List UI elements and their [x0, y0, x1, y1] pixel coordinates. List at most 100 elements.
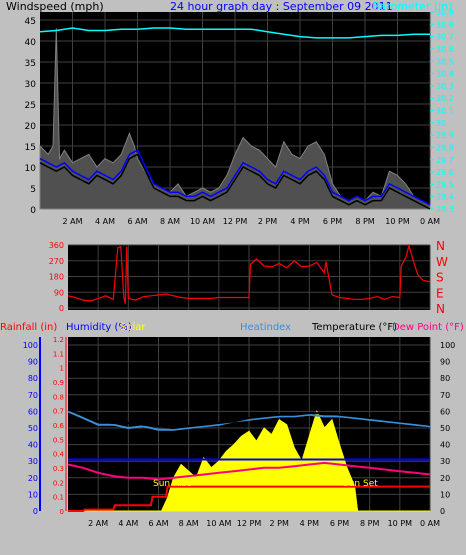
- windspeed-tick-label: 25: [25, 101, 36, 111]
- legend-label: Rainfall (in): [0, 322, 57, 333]
- humidity-tick-label: 50: [28, 424, 38, 433]
- compass-label: N: [436, 302, 445, 316]
- humidity-tick-label: 80: [28, 374, 38, 383]
- rain-tick-label: 0.1: [53, 494, 64, 502]
- temperature-time-ticks: 2 AM 4 AM 6 AM 8 AM 10 AM 12 PM 2 PM 4 PM 6 PM 8 …: [88, 519, 440, 528]
- barometer-tick-label: 29.4: [436, 193, 454, 202]
- time-tick-label: 0 AM: [420, 519, 440, 528]
- humidity-tick-label: 10: [28, 490, 38, 499]
- temperature-tick-label: 50: [440, 424, 450, 433]
- chart-title: 24 hour graph day : September 09 2011: [170, 0, 393, 13]
- time-tick-label: 10 PM: [388, 519, 413, 528]
- rain-tick-label: 1.2: [53, 336, 64, 344]
- direction-series: [67, 243, 431, 304]
- legend-label: Humidity (%): [66, 322, 132, 333]
- time-tick-label: 2 PM: [269, 519, 288, 528]
- temperature-tick-label: 70: [440, 391, 450, 400]
- windspeed-tick-label: 35: [25, 59, 36, 69]
- barometer-tick-label: 29.3: [436, 205, 454, 214]
- rain-tick-label: 1: [60, 365, 64, 373]
- humidity-tick-label: 30: [28, 457, 38, 466]
- windspeed-tick-label: 5: [30, 185, 36, 195]
- time-tick-label: 6 AM: [148, 519, 168, 528]
- rainfall-line: [68, 485, 430, 512]
- time-tick-label: 10 AM: [190, 217, 215, 226]
- barometer-tick-label: 30: [436, 119, 446, 128]
- humidity-ticks: 0 10 20 30 40 50 60 70 80 90 100: [23, 341, 38, 516]
- humidity-tick-label: 90: [28, 358, 38, 367]
- legend-label: Dew Point (°F): [392, 322, 464, 333]
- windspeed-axis-label: Windspeed (mph): [6, 0, 104, 13]
- barometer-tick-label: 29.9: [436, 131, 454, 140]
- wind-series: [39, 27, 431, 210]
- time-tick-label: 8 PM: [355, 217, 374, 226]
- time-tick-label: 2 AM: [62, 217, 82, 226]
- direction-degree-label: 180: [49, 273, 64, 282]
- rain-tick-label: 0.7: [53, 408, 64, 416]
- temperature-legend: Rainfall (in) Humidity (%)Solar Heatindex T…: [0, 322, 464, 333]
- time-tick-label: 6 AM: [127, 217, 147, 226]
- humidity-tick-label: 100: [23, 341, 38, 350]
- humidity-tick-label: 40: [28, 441, 38, 450]
- wind-line: [39, 153, 431, 210]
- temperature-tick-label: 100: [440, 341, 455, 350]
- windspeed-tick-label: 0: [30, 206, 36, 216]
- windspeed-tick-label: 20: [25, 122, 37, 132]
- windspeed-tick-label: 10: [25, 164, 37, 174]
- time-tick-label: 6 PM: [330, 519, 349, 528]
- time-tick-label: 12 PM: [237, 519, 262, 528]
- sun-rise-label: Sun Rise: [153, 479, 192, 489]
- barometer-tick-label: 29.8: [436, 143, 454, 152]
- time-tick-label: 0 AM: [420, 217, 440, 226]
- legend-label: Heatindex: [240, 322, 291, 333]
- legend-label: Temperature (°F): [311, 322, 397, 333]
- rain-tick-label: 0.8: [53, 393, 64, 401]
- temperature-tick-label: 90: [440, 358, 450, 367]
- time-tick-label: 4 AM: [95, 217, 115, 226]
- temperature-tick-label: 30: [440, 457, 450, 466]
- compass-label: S: [436, 271, 444, 285]
- time-tick-label: 2 AM: [88, 519, 108, 528]
- wind-panel: Windspeed (mph) 24 hour graph day : Sept…: [6, 0, 454, 226]
- direction-degree-label: 90: [54, 288, 64, 297]
- time-tick-label: 10 AM: [206, 519, 231, 528]
- barometer-tick-label: 30.2: [436, 94, 454, 103]
- time-tick-label: 12 PM: [223, 217, 248, 226]
- rain-tick-label: 1.1: [53, 350, 64, 358]
- barometer-tick-label: 30.6: [436, 45, 454, 54]
- barometer-tick-label: 29.6: [436, 168, 454, 177]
- compass-label: W: [436, 255, 448, 269]
- time-tick-label: 10 PM: [385, 217, 410, 226]
- temperature-tick-label: 10: [440, 490, 450, 499]
- barometer-tick-label: 29.7: [436, 156, 454, 165]
- temperature-ticks: 0 10 20 30 40 50 60 70 80 90 100: [440, 341, 455, 516]
- direction-degree-label: 360: [49, 241, 64, 250]
- windspeed-tick-label: 45: [25, 17, 36, 27]
- time-tick-label: 4 PM: [290, 217, 309, 226]
- temperature-panel: Rainfall (in) Humidity (%)Solar Heatindex T…: [0, 322, 464, 528]
- barometer-tick-label: 29.5: [436, 180, 454, 189]
- legend-label: Solar: [120, 322, 146, 333]
- wind-time-ticks: 2 AM 4 AM 6 AM 8 AM 10 AM 12 PM 2 PM 4 PM 6 PM 8 …: [62, 217, 440, 226]
- barometer-line: [39, 27, 430, 39]
- rain-tick-label: 0.2: [53, 479, 64, 487]
- direction-degree-label: 270: [49, 257, 64, 266]
- sun-set-label: Sun Set: [343, 479, 378, 489]
- barometer-axis-label: Barometer (in): [372, 0, 453, 13]
- humidity-tick-label: 0: [33, 507, 38, 516]
- time-tick-label: 2 PM: [258, 217, 277, 226]
- rain-ticks: 0 0.1 0.2 0.3 0.4 0.5 0.6 0.7 0.8 0.9 1 1.1 1.2: [53, 336, 65, 516]
- time-tick-label: 8 PM: [360, 519, 379, 528]
- wind-direction-line: [67, 243, 431, 304]
- windspeed-tick-label: 40: [25, 38, 37, 48]
- windspeed-ticks: 0 5 10 15 20 25 30 35 40 45: [25, 17, 37, 216]
- rain-tick-label: 0.3: [53, 465, 64, 473]
- heatindex-line: [67, 410, 431, 431]
- compass-label: N: [436, 239, 445, 253]
- barometer-tick-label: 30.5: [436, 57, 454, 66]
- rain-tick-label: 0.5: [53, 436, 64, 444]
- time-tick-label: 4 PM: [300, 519, 319, 528]
- time-tick-label: 6 PM: [323, 217, 342, 226]
